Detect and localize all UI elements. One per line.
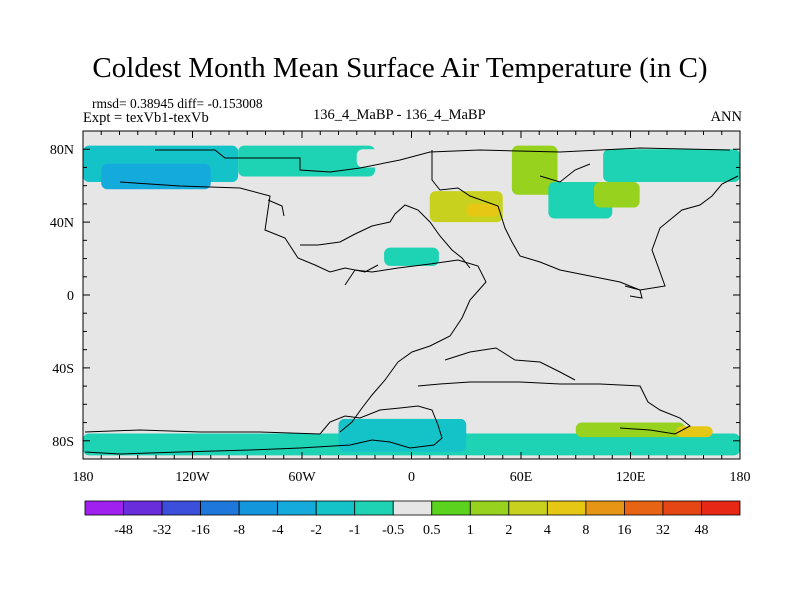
colorbar-label: -8 (233, 523, 245, 538)
x-tick-label: 120E (616, 470, 646, 485)
colorbar-label: -0.5 (382, 523, 404, 538)
colorbar-box (662, 500, 702, 516)
region-southern-band-east-warm (575, 422, 686, 438)
colorbar-box (624, 500, 664, 516)
continent-outline-12 (624, 285, 643, 299)
region-southern-band-east (429, 386, 740, 419)
colorbar-box (200, 500, 240, 516)
region-arctic-band-east (603, 149, 740, 183)
colorbar-box (701, 500, 741, 516)
colorbar-box (277, 500, 317, 516)
colorbar-box (123, 500, 163, 516)
case-label: 136_4_MaBP - 136_4_MaBP (313, 107, 486, 123)
continent-outline-7 (539, 163, 591, 183)
colorbar-box (546, 500, 587, 516)
colorbar-box (238, 500, 279, 516)
x-tick-label: 60W (288, 470, 316, 485)
colorbar-label: -32 (153, 523, 172, 538)
y-tick-label: 80S (52, 435, 74, 450)
colorbar-box (585, 500, 625, 516)
region-east-asia-warm (594, 182, 640, 208)
colorbar-label: 1 (467, 523, 474, 538)
colorbar-label: 0.5 (423, 523, 441, 538)
chart-title: Coldest Month Mean Surface Air Temperatu… (92, 52, 708, 84)
region-tropics-cool (384, 247, 439, 266)
colorbar-box (315, 500, 356, 516)
continent-outline-10 (444, 347, 576, 381)
y-tick-label: 40N (50, 216, 74, 231)
colorbar-label: -1 (349, 523, 361, 538)
y-tick-label: 0 (67, 289, 74, 304)
colorbar-box (469, 500, 510, 516)
colorbar-label: 4 (544, 523, 551, 538)
region-antarctic-cool (338, 418, 467, 452)
continent-outline-3 (300, 204, 471, 269)
region-north-atlantic (356, 149, 430, 168)
colorbar-label: 48 (694, 523, 708, 538)
colorbar-box (392, 500, 433, 516)
colorbar-label: -4 (272, 523, 284, 538)
colorbar-label: 32 (656, 523, 670, 538)
region-north-asia-warm (511, 145, 558, 195)
continent-outline-2 (119, 181, 379, 273)
colorbar-box (161, 500, 201, 516)
colorbar-label: 16 (617, 523, 631, 538)
y-tick-label: 40S (52, 362, 74, 377)
axes-layer: 180 120W 60W 0 60E 120E 180 80N 40N 0 40S 80S (50, 130, 751, 485)
x-tick-label: 0 (408, 470, 415, 485)
colorbar-box (508, 500, 548, 516)
colorbar: -48 -32 -16 -8 -4 -2 -1 -0.5 0.5 1 2 4 8 16 32 48 (84, 500, 741, 538)
continent-outline-9 (417, 381, 691, 435)
experiment-label: Expt = texVb1-texVb (83, 110, 209, 126)
y-tick-label: 80N (50, 143, 74, 158)
continent-outline-8 (84, 405, 443, 455)
season-label: ANN (710, 109, 742, 125)
x-tick-label: 180 (730, 470, 751, 485)
colorbar-box (431, 500, 471, 516)
colorbar-label: -48 (114, 523, 133, 538)
colorbar-box (354, 500, 394, 516)
x-tick-label: 180 (73, 470, 94, 485)
continent-outline-11 (267, 199, 285, 217)
continent-outline-5 (339, 361, 399, 433)
colorbar-box (84, 500, 124, 516)
region-eurasia-warm-core (466, 203, 500, 217)
colorbar-label: 8 (582, 523, 589, 538)
colorbar-label: 2 (505, 523, 512, 538)
continent-outline-6 (431, 150, 739, 291)
continent-outline-layer (84, 147, 739, 455)
region-siberia-north (101, 163, 211, 190)
rmsd-diff-label: rmsd= 0.38945 diff= -0.153008 (92, 96, 263, 111)
colorbar-label: -2 (310, 523, 322, 538)
map-fill-layer (83, 131, 740, 459)
x-tick-label: 60E (510, 470, 533, 485)
region-southern-band-east-hot (676, 426, 713, 438)
continent-outline-4 (344, 259, 487, 363)
region-arctic-band-mid (238, 145, 375, 177)
colorbar-label: -16 (191, 523, 210, 538)
continent-outline-1 (155, 147, 731, 173)
x-tick-label: 120W (175, 470, 210, 485)
